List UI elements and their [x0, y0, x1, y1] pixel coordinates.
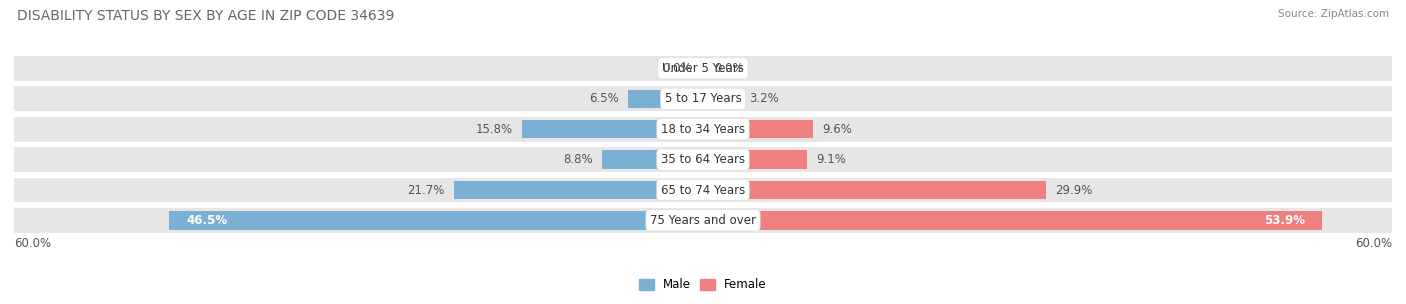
Text: Under 5 Years: Under 5 Years: [662, 62, 744, 75]
Bar: [14, 178, 703, 202]
Bar: [703, 90, 740, 108]
Text: 65 to 74 Years: 65 to 74 Years: [661, 184, 745, 196]
Text: 75 Years and over: 75 Years and over: [650, 214, 756, 227]
Bar: [14, 56, 703, 81]
Bar: [703, 178, 1392, 202]
Text: 9.1%: 9.1%: [817, 153, 846, 166]
Bar: [703, 211, 1322, 230]
Text: 35 to 64 Years: 35 to 64 Years: [661, 153, 745, 166]
Text: 60.0%: 60.0%: [1355, 237, 1392, 250]
Bar: [703, 117, 1392, 142]
Bar: [602, 150, 703, 169]
Text: Source: ZipAtlas.com: Source: ZipAtlas.com: [1278, 9, 1389, 19]
Bar: [14, 147, 703, 172]
Bar: [14, 208, 1392, 233]
Bar: [522, 120, 703, 138]
Bar: [14, 178, 1392, 202]
Bar: [14, 86, 1392, 111]
Bar: [703, 120, 813, 138]
Bar: [14, 117, 1392, 142]
Text: 18 to 34 Years: 18 to 34 Years: [661, 123, 745, 136]
Text: 6.5%: 6.5%: [589, 92, 619, 105]
Text: 5 to 17 Years: 5 to 17 Years: [665, 92, 741, 105]
Bar: [14, 208, 703, 233]
Text: 53.9%: 53.9%: [1264, 214, 1305, 227]
Bar: [169, 211, 703, 230]
Bar: [14, 86, 703, 111]
Bar: [703, 181, 1046, 199]
Bar: [703, 147, 1392, 172]
Bar: [703, 150, 807, 169]
Text: 29.9%: 29.9%: [1056, 184, 1092, 196]
Text: 0.0%: 0.0%: [662, 62, 692, 75]
Bar: [703, 208, 1392, 233]
Text: 9.6%: 9.6%: [823, 123, 852, 136]
Bar: [14, 117, 703, 142]
Bar: [454, 181, 703, 199]
Text: 21.7%: 21.7%: [408, 184, 444, 196]
Bar: [628, 90, 703, 108]
Text: 3.2%: 3.2%: [749, 92, 779, 105]
Text: 8.8%: 8.8%: [564, 153, 593, 166]
Bar: [703, 86, 1392, 111]
Legend: Male, Female: Male, Female: [634, 274, 772, 296]
Text: 0.0%: 0.0%: [714, 62, 744, 75]
Bar: [14, 147, 1392, 172]
Bar: [703, 56, 1392, 81]
Text: DISABILITY STATUS BY SEX BY AGE IN ZIP CODE 34639: DISABILITY STATUS BY SEX BY AGE IN ZIP C…: [17, 9, 394, 23]
Bar: [14, 56, 1392, 81]
Text: 15.8%: 15.8%: [475, 123, 512, 136]
Text: 60.0%: 60.0%: [14, 237, 51, 250]
Text: 46.5%: 46.5%: [186, 214, 228, 227]
